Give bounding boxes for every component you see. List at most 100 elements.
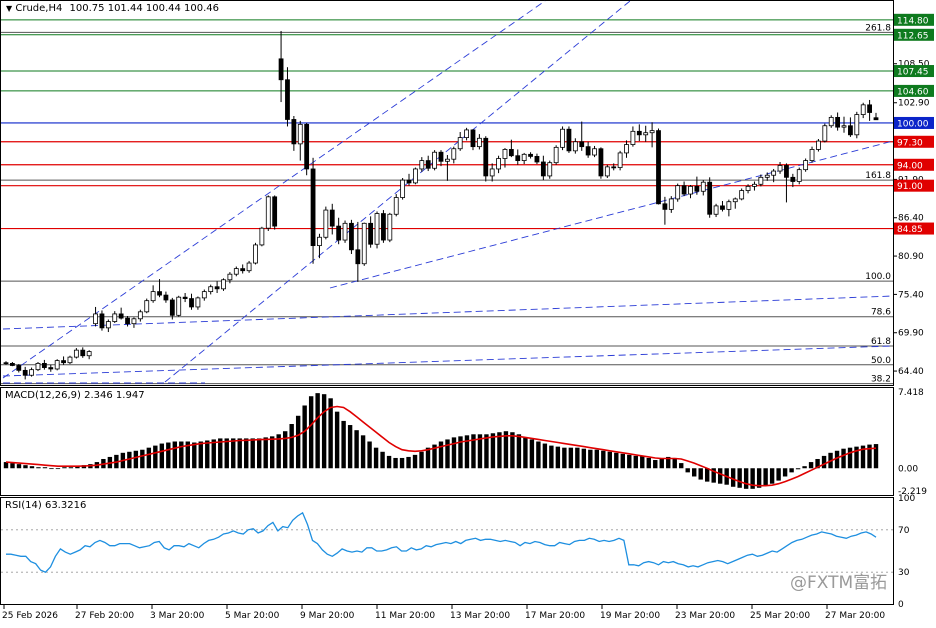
candle-up [361, 222, 367, 265]
macd-bar [380, 451, 385, 469]
macd-bar [717, 468, 723, 484]
candle-up [604, 166, 610, 177]
macd-bar [237, 438, 242, 469]
candle-up [432, 151, 438, 169]
macd-bar [432, 444, 437, 469]
candle-down [99, 313, 105, 329]
candle-up [816, 140, 821, 150]
candle-up [752, 183, 757, 187]
candle-up [860, 104, 866, 115]
macd-signal-line [5, 405, 877, 487]
candle-up [387, 213, 393, 241]
candle-down [540, 161, 546, 177]
price-badge-label: 91.00 [897, 182, 923, 192]
macd-bar [263, 437, 268, 469]
macd-bar [640, 455, 645, 469]
candle-down [848, 125, 853, 136]
candle-down [656, 130, 661, 205]
candle-up [233, 268, 239, 275]
trendline [164, 0, 631, 383]
candle-up [489, 168, 495, 177]
macd-bar [289, 424, 294, 469]
x-tick-label: 3 Mar 20:00 [150, 611, 205, 621]
macd-bar [347, 425, 353, 469]
chevron-down-icon[interactable]: ▼ [6, 4, 13, 13]
candle-down [9, 362, 15, 366]
candle-up [201, 291, 207, 299]
candle-up [457, 137, 463, 150]
candle-up [713, 205, 719, 215]
y-tick-label: 64.40 [898, 367, 924, 377]
candle-down [182, 296, 188, 299]
macd-bar [406, 456, 411, 469]
macd-pane-frame [0, 387, 894, 496]
candle-up [668, 198, 674, 210]
candle-up [624, 144, 629, 154]
candle-down [80, 349, 86, 357]
macd-bar [834, 450, 840, 469]
price-badge [894, 116, 934, 129]
macd-bar [575, 447, 580, 469]
macd-bar [536, 441, 541, 469]
candle-up [745, 185, 751, 191]
price-layer: 261.8 161.8 100.0 78.6 61.8 50.0 38.2 [1, 0, 894, 385]
candle-up [176, 296, 182, 316]
macd-bar [334, 411, 340, 469]
candle-down [790, 176, 796, 182]
macd-bar [873, 444, 879, 469]
macd-bar [672, 457, 677, 469]
macd-bar [159, 443, 165, 469]
macd-bar [295, 415, 301, 469]
candle-down [48, 367, 54, 370]
price-badge-label: 100.00 [897, 119, 929, 129]
candle-down [681, 185, 687, 195]
macd-bar [412, 454, 418, 469]
price-badge-label: 112.65 [897, 31, 929, 41]
macd-bar [614, 452, 619, 469]
candle-up [413, 168, 418, 184]
macd-bar [373, 447, 379, 469]
candle-down [157, 291, 162, 296]
candle-down [285, 79, 290, 120]
candle-down [310, 168, 316, 247]
x-tick-label: 25 Feb 2026 [2, 611, 58, 621]
candle-up [253, 244, 258, 264]
x-tick-label: 11 Mar 20:00 [375, 611, 435, 621]
trendline [329, 140, 894, 289]
macd-bar [510, 432, 515, 469]
price-badge [894, 135, 934, 148]
macd-bar [685, 468, 690, 473]
macd-bar [179, 441, 184, 469]
candle-down [240, 268, 246, 272]
macd-bar [750, 468, 755, 489]
rsi-pane-frame [0, 497, 894, 605]
candle-down [214, 286, 220, 290]
macd-bar [16, 464, 22, 469]
macd-bar [730, 468, 736, 487]
candle-up [547, 162, 553, 177]
price-badge-label: 104.60 [897, 87, 929, 97]
candle-up [208, 286, 214, 293]
candle-up [35, 362, 41, 371]
candle-down [125, 317, 130, 325]
macd-bar [653, 460, 658, 469]
candle-down [835, 116, 841, 128]
macd-bar [146, 447, 152, 469]
macd-bar [315, 393, 320, 469]
macd-bar [185, 441, 190, 469]
macd-bar [795, 468, 801, 470]
candle-down [694, 185, 700, 192]
rsi-tick-label: 70 [898, 526, 910, 536]
macd-bar [529, 439, 535, 469]
x-tick-label: 27 Feb 20:00 [75, 611, 134, 621]
macd-bar [244, 438, 249, 469]
candle-up [841, 125, 847, 128]
candle-up [137, 311, 143, 320]
candle-up [572, 141, 578, 152]
candle-up [553, 146, 559, 164]
macd-bar [841, 448, 846, 469]
macd-bar [516, 434, 522, 469]
macd-bar [133, 450, 139, 469]
candle-down [61, 360, 66, 364]
